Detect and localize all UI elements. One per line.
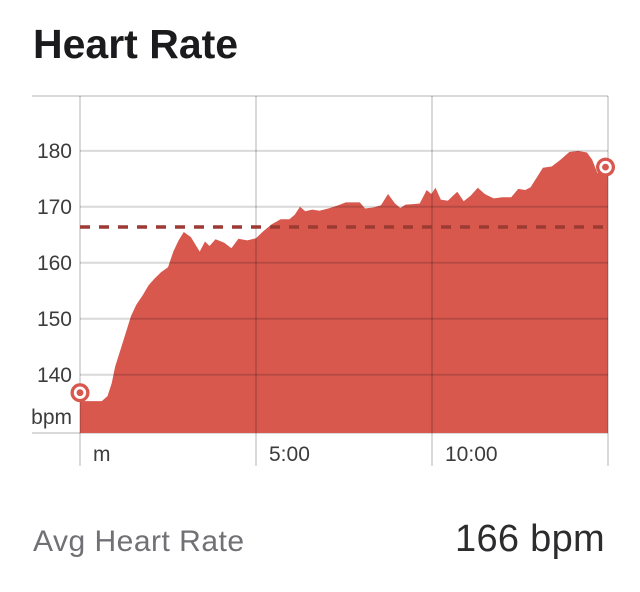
y-tick-label-140: 140 [37,364,72,387]
avg-heart-rate-label: Avg Heart Rate [33,525,245,558]
heart-rate-area-fill [80,150,608,433]
y-tick-label-160: 160 [37,252,72,275]
avg-heart-rate-value: 166 bpm [455,518,605,560]
page-title: Heart Rate [33,21,239,67]
y-axis-unit-label: bpm [31,406,72,429]
end-point-marker-dot [602,163,609,171]
y-tick-label-150: 150 [37,308,72,331]
y-tick-label-180: 180 [37,140,72,163]
y-tick-label-170: 170 [37,196,72,219]
start-point-marker-dot [76,389,84,397]
x-tick-label-1: 5:00 [269,443,310,466]
x-tick-label-2: 10:00 [445,443,498,466]
avg-heart-rate-row: Avg Heart Rate 166 bpm [33,518,605,561]
x-tick-label-0: m [93,443,111,466]
